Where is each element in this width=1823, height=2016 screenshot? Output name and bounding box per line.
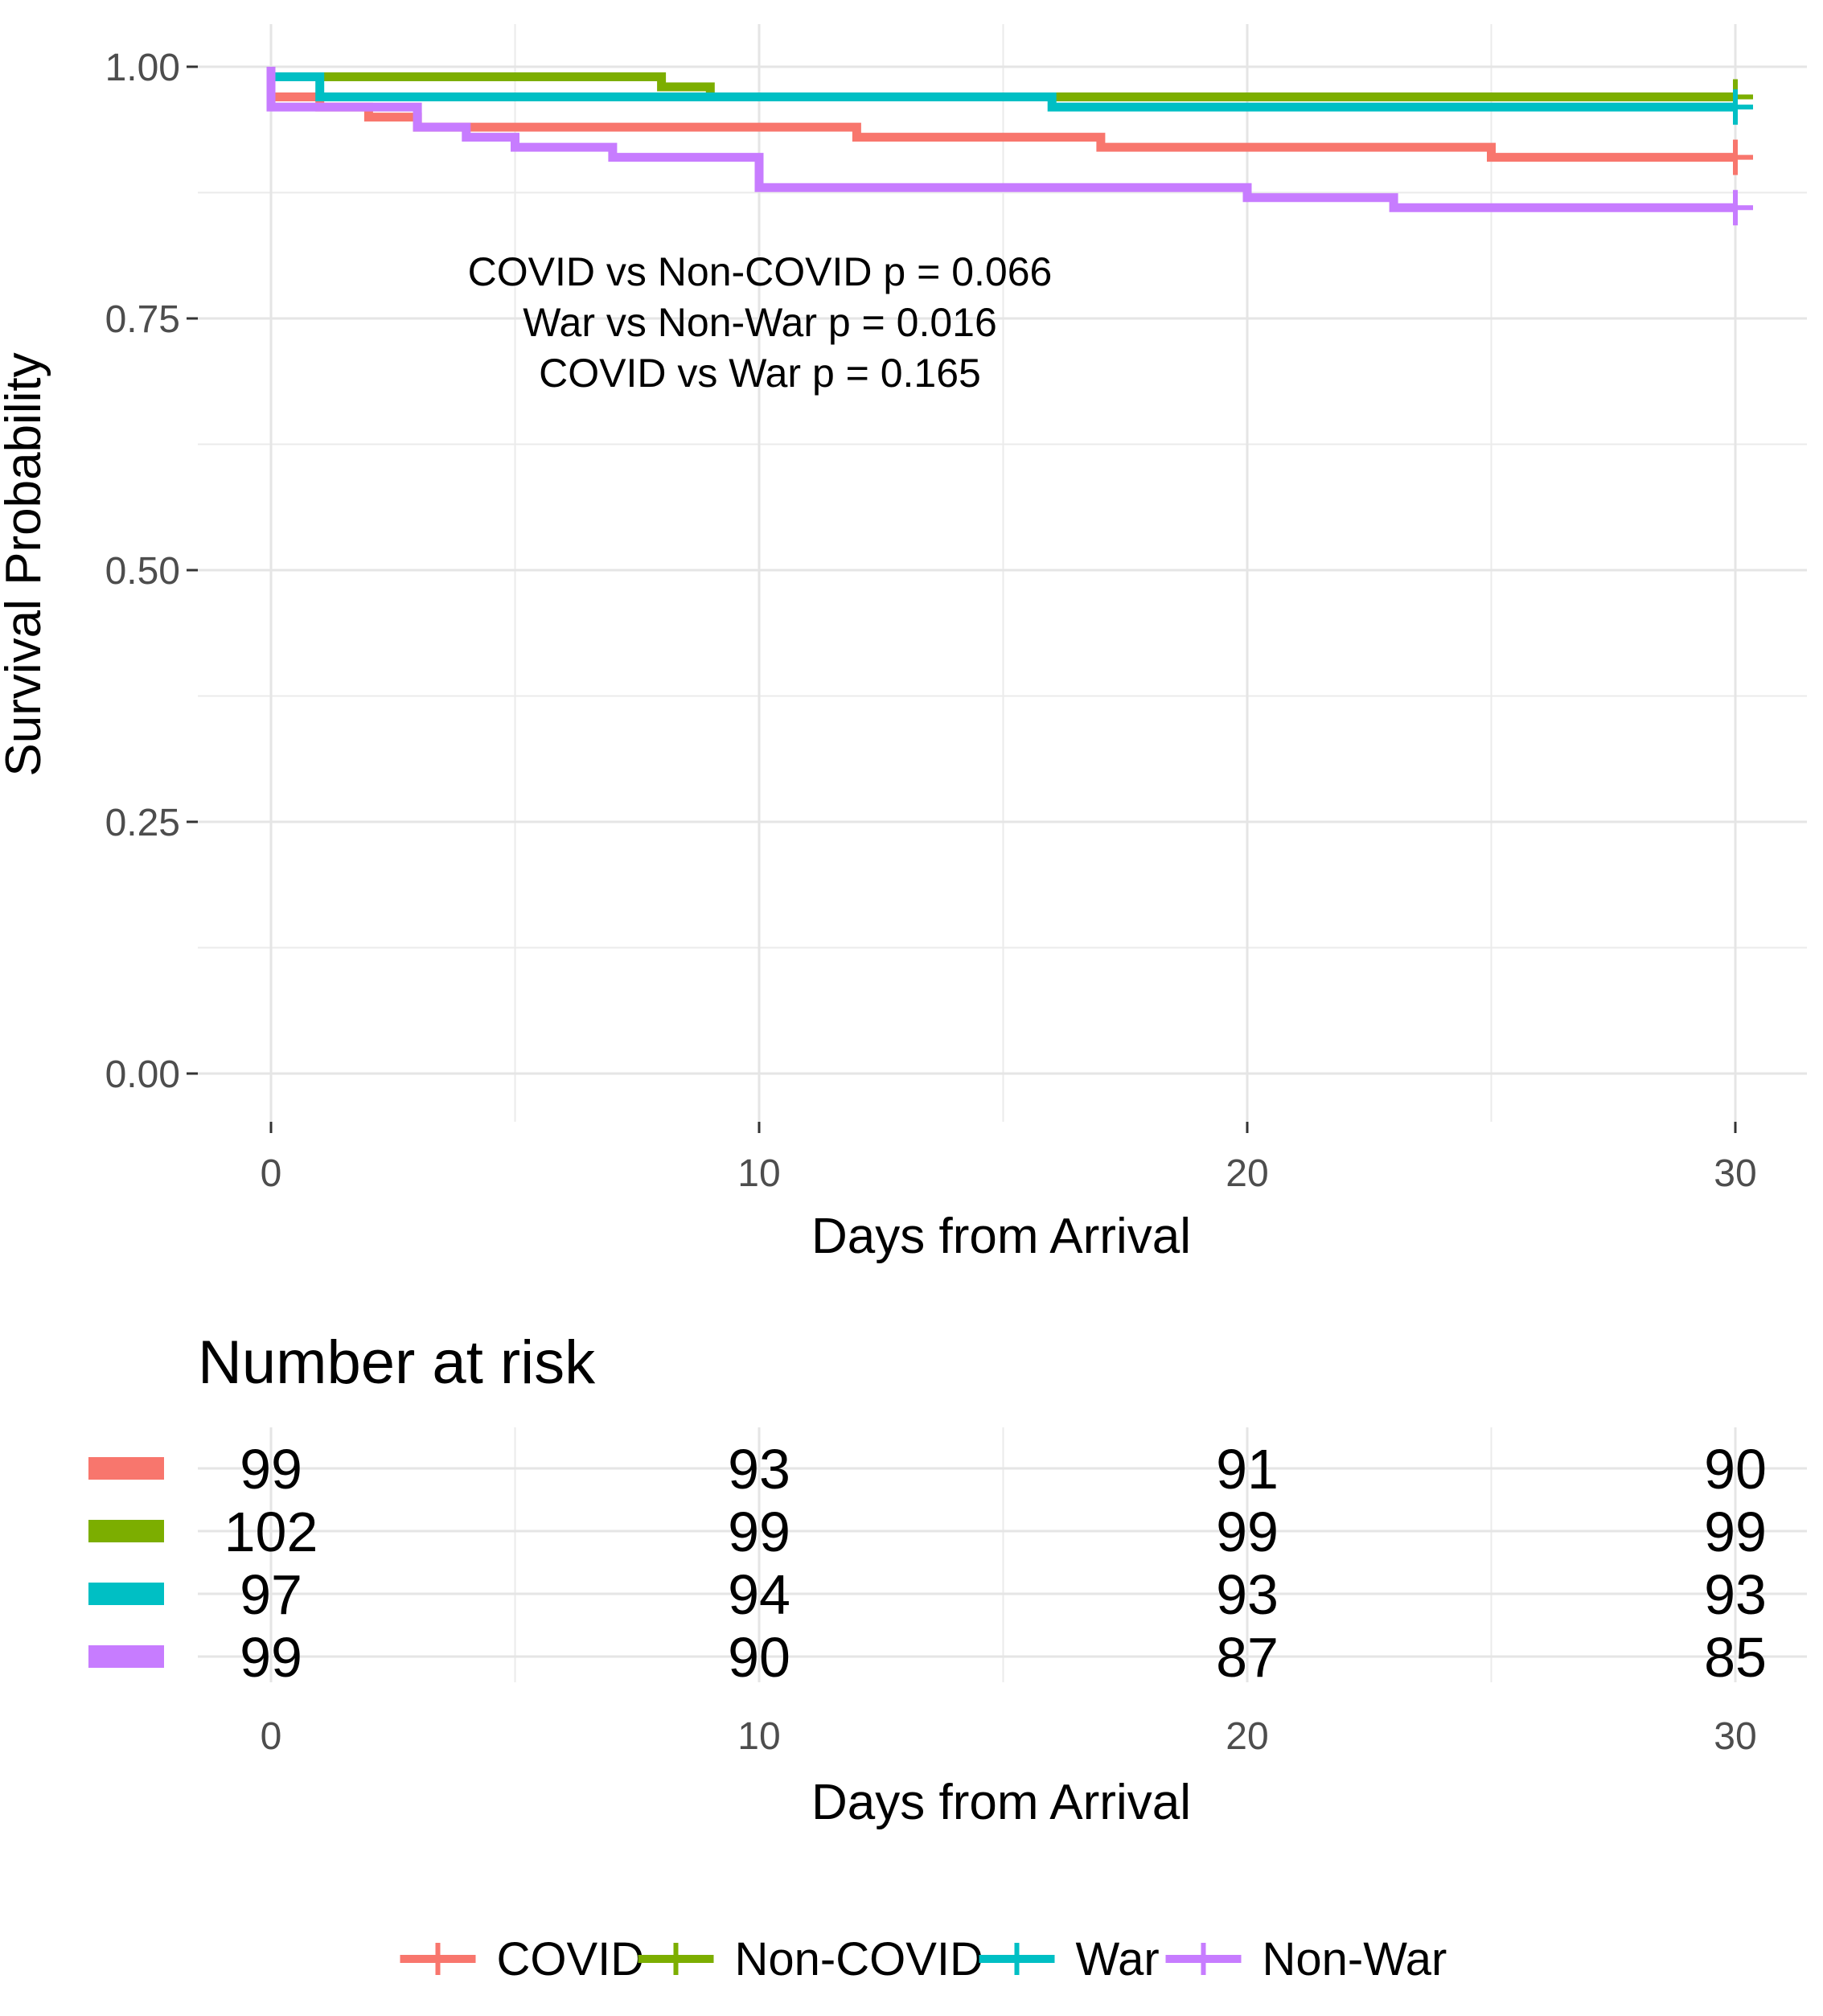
y-tick-label: 1.00	[105, 47, 180, 89]
legend-label-war: War	[1076, 1933, 1160, 1985]
risk-count: 102	[224, 1501, 318, 1563]
legend-label-covid: COVID	[497, 1933, 645, 1985]
annotation-line-2: War vs Non-War p = 0.016	[523, 300, 997, 345]
risk-count: 85	[1704, 1626, 1767, 1689]
risk-count: 87	[1216, 1626, 1279, 1689]
legend: COVID Non-COVID War Non-War	[400, 1933, 1447, 1985]
risk-x-axis-title: Days from Arrival	[811, 1775, 1191, 1830]
risk-count: 93	[1704, 1563, 1767, 1626]
x-tick-label: 10	[737, 1152, 780, 1195]
risk-count: 91	[1216, 1438, 1279, 1501]
legend-label-non-war: Non-War	[1263, 1933, 1447, 1985]
risk-table-title: Number at risk	[198, 1328, 596, 1397]
risk-row-swatch-war	[88, 1583, 164, 1605]
censor-mark-covid	[1718, 139, 1753, 175]
risk-x-tick-label: 0	[261, 1715, 282, 1758]
risk-count: 99	[1704, 1501, 1767, 1563]
censor-mark-non-war	[1718, 190, 1753, 226]
legend-label-non-covid: Non-COVID	[735, 1933, 983, 1985]
risk-count: 90	[728, 1626, 790, 1689]
x-tick-label: 30	[1714, 1152, 1756, 1195]
y-tick-label: 0.25	[105, 802, 180, 844]
risk-count: 97	[240, 1563, 302, 1626]
risk-count: 93	[728, 1438, 790, 1501]
risk-x-tick-label: 30	[1714, 1715, 1756, 1758]
legend-key-cross	[1000, 1943, 1033, 1975]
survival-curve-non-war	[266, 67, 1735, 212]
x-tick-label: 20	[1226, 1152, 1268, 1195]
risk-count: 90	[1704, 1438, 1767, 1501]
x-tick-label: 0	[261, 1152, 282, 1195]
y-axis-title: Survival Probability	[0, 352, 51, 776]
legend-key-cross	[1187, 1943, 1220, 1975]
risk-x-tick-label: 10	[737, 1715, 780, 1758]
legend-key-cross	[659, 1943, 692, 1975]
y-tick-label: 0.00	[105, 1053, 180, 1096]
plot-series	[266, 67, 1753, 226]
y-tick-label: 0.75	[105, 298, 180, 341]
risk-row-swatch-non-war	[88, 1645, 164, 1668]
plot-grid	[198, 24, 1807, 1122]
y-tick-label: 0.50	[105, 550, 180, 593]
risk-count: 94	[728, 1563, 790, 1626]
plot-axes: 0.00 0.25 0.50 0.75 1.00 0 10 20 30	[105, 47, 1757, 1195]
risk-x-tick-label: 20	[1226, 1715, 1268, 1758]
risk-count: 99	[240, 1626, 302, 1689]
risk-row-swatch-covid	[88, 1457, 164, 1480]
censor-mark-war	[1718, 89, 1753, 125]
risk-count: 99	[728, 1501, 790, 1563]
legend-key-cross	[421, 1943, 454, 1975]
risk-count: 93	[1216, 1563, 1279, 1626]
risk-count: 99	[240, 1438, 302, 1501]
annotation-line-3: COVID vs War p = 0.165	[539, 351, 981, 396]
risk-count: 99	[1216, 1501, 1279, 1563]
annotation-line-1: COVID vs Non-COVID p = 0.066	[468, 249, 1053, 294]
x-axis-title: Days from Arrival	[811, 1209, 1191, 1264]
risk-row-swatch-non-covid	[88, 1520, 164, 1542]
